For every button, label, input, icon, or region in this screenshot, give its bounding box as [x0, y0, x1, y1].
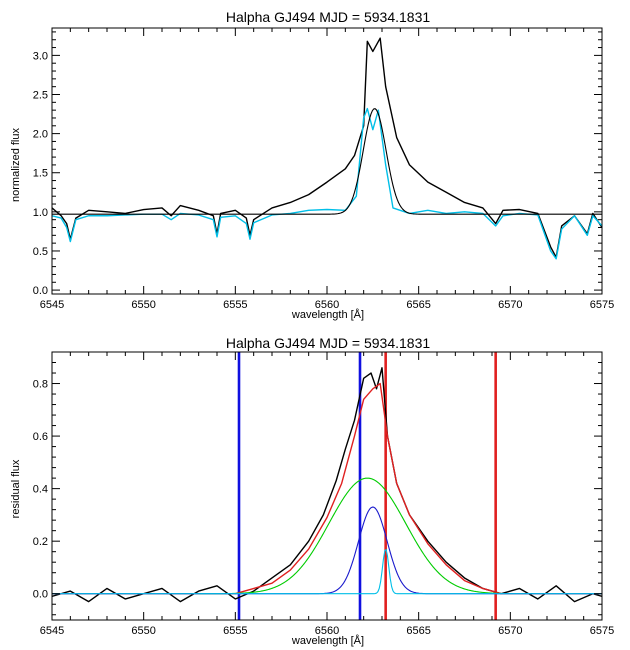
- x-tick-label: 6545: [40, 299, 64, 311]
- x-tick-label: 6570: [498, 299, 522, 311]
- x-axis-label: wavelength [Å]: [291, 634, 364, 647]
- y-tick-label: 2.5: [33, 90, 48, 102]
- x-tick-label: 6565: [406, 625, 430, 637]
- series-line: [52, 367, 602, 603]
- y-tick-label: 1.5: [33, 168, 48, 180]
- series-line: [52, 107, 602, 260]
- series-group: [52, 352, 602, 620]
- y-tick-label: 0.0: [33, 589, 48, 601]
- y-tick-label: 2.0: [33, 129, 48, 141]
- series-line: [52, 37, 602, 258]
- x-tick-label: 6565: [406, 299, 430, 311]
- plot-frame: [51, 351, 603, 621]
- plot-frame: [51, 27, 603, 295]
- y-axis-label: normalized flux: [10, 128, 22, 202]
- series-line: [52, 548, 602, 595]
- y-tick-label: 0.0: [33, 285, 48, 297]
- x-tick-label: 6555: [223, 299, 247, 311]
- series-line: [52, 382, 602, 595]
- series-line: [52, 108, 602, 215]
- series-line: [198, 477, 502, 595]
- y-axis-label: residual flux: [10, 459, 22, 518]
- x-tick-label: 6560: [315, 625, 339, 637]
- y-tick-label: 0.6: [33, 431, 48, 443]
- chart-panel-residual-flux: Halpha GJ494 MJD = 5934.1831 wavelength …: [10, 335, 614, 647]
- x-tick-label: 6555: [223, 625, 247, 637]
- x-tick-label: 6575: [590, 625, 614, 637]
- x-tick-label: 6550: [131, 625, 155, 637]
- x-tick-label: 6545: [40, 625, 64, 637]
- plot-area: 6545 6550 6555 6560 6565 6570 6575 0.0 0.5 1.0 1.5…: [33, 27, 614, 311]
- chart-title: Halpha GJ494 MJD = 5934.1831: [226, 335, 431, 351]
- y-tick-label: 0.5: [33, 246, 48, 258]
- x-tick-label: 6550: [131, 299, 155, 311]
- y-tick-label: 0.4: [33, 484, 48, 496]
- y-tick-label: 3.0: [33, 50, 48, 62]
- series-group: [52, 37, 602, 260]
- plot-area: 6545 6550 6555 6560 6565 6570 6575 0.0 0.2 0.4 0.6…: [33, 351, 614, 637]
- x-tick-label: 6575: [590, 299, 614, 311]
- y-tick-label: 0.8: [33, 379, 48, 391]
- series-line: [52, 506, 602, 595]
- chart-title: Halpha GJ494 MJD = 5934.1831: [226, 9, 431, 25]
- x-tick-label: 6570: [498, 625, 522, 637]
- y-tick-label: 1.0: [33, 207, 48, 219]
- x-tick-label: 6560: [315, 299, 339, 311]
- x-axis-label: wavelength [Å]: [291, 308, 364, 321]
- y-tick-label: 0.2: [33, 536, 48, 548]
- chart-panel-normalized-flux: Halpha GJ494 MJD = 5934.1831 wavelength …: [10, 9, 614, 321]
